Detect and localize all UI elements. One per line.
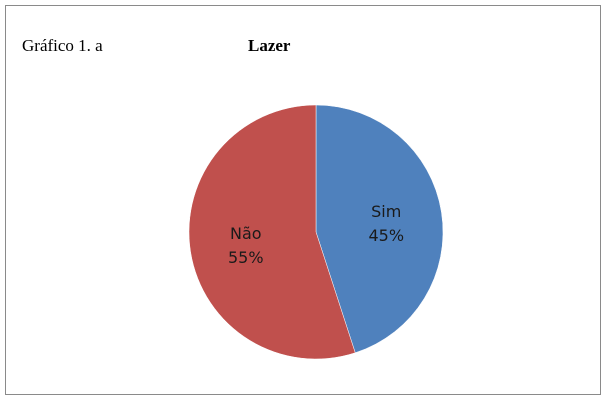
figure-caption: Gráfico 1. a [22, 36, 103, 55]
pie-slice-sim [315, 104, 444, 354]
slice-category-label: Sim [371, 202, 401, 221]
chart-title: Lazer [248, 36, 291, 55]
slice-category-label: Não [230, 224, 262, 243]
slice-value-label: 55% [228, 248, 264, 267]
slice-value-label: 45% [368, 226, 404, 245]
pie-slice-nao [188, 104, 356, 360]
